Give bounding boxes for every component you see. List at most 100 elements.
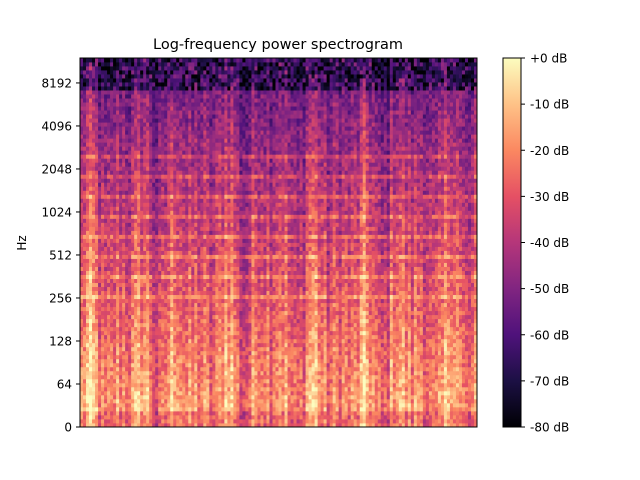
spectrogram-cell xyxy=(377,278,382,284)
spectrogram-cell xyxy=(398,390,403,396)
spectrogram-cell xyxy=(239,346,243,352)
spectrogram-cell xyxy=(338,406,343,412)
spectrogram-cell xyxy=(218,350,222,356)
spectrogram-cell xyxy=(206,290,210,296)
spectrogram-cell xyxy=(443,358,448,364)
spectrogram-cell xyxy=(341,414,346,420)
spectrogram-cell xyxy=(182,358,186,364)
spectrogram-cell xyxy=(314,370,318,376)
spectrogram-cell xyxy=(320,298,325,304)
spectrogram-cell xyxy=(326,290,331,296)
spectrogram-cell xyxy=(440,406,445,412)
spectrogram-cell xyxy=(287,334,291,340)
spectrogram-cell xyxy=(248,374,252,380)
spectrogram-cell xyxy=(398,418,403,424)
spectrogram-cell xyxy=(158,370,162,376)
spectrogram-cell xyxy=(311,326,315,332)
spectrogram-cell xyxy=(398,422,403,427)
spectrogram-cell xyxy=(392,366,397,372)
spectrogram-cell xyxy=(371,318,376,324)
spectrogram-cell xyxy=(410,306,415,312)
spectrogram-cell xyxy=(299,298,303,304)
spectrogram-cell xyxy=(215,398,219,404)
spectrogram-cell xyxy=(239,282,243,288)
spectrogram-cell xyxy=(230,402,234,408)
spectrogram-cell xyxy=(224,370,228,376)
spectrogram-cell xyxy=(473,346,477,352)
spectrogram-cell xyxy=(275,342,279,348)
spectrogram-cell xyxy=(347,326,352,332)
spectrogram-cell xyxy=(299,346,303,352)
spectrogram-cell xyxy=(230,398,234,404)
spectrogram-cell xyxy=(278,402,282,408)
spectrogram-cell xyxy=(347,322,352,328)
spectrogram-cell xyxy=(257,282,261,288)
spectrogram-cell xyxy=(362,302,367,308)
spectrogram-cell xyxy=(149,290,153,296)
spectrogram-cell xyxy=(284,410,288,416)
spectrogram-cell xyxy=(164,414,168,420)
spectrogram-cell xyxy=(263,382,267,388)
spectrogram-cell xyxy=(455,278,460,284)
spectrogram-cell xyxy=(368,378,373,384)
spectrogram-cell xyxy=(179,282,183,288)
spectrogram-cell xyxy=(305,386,309,392)
spectrogram-cell xyxy=(428,398,433,404)
spectrogram-cell xyxy=(161,410,165,416)
spectrogram-cell xyxy=(296,402,300,408)
spectrogram-cell xyxy=(266,330,270,336)
spectrogram-cell xyxy=(242,338,246,344)
spectrogram-cell xyxy=(473,362,477,368)
spectrogram-cell xyxy=(377,318,382,324)
spectrogram-cell xyxy=(203,386,207,392)
spectrogram-cell xyxy=(335,286,340,292)
spectrogram-cell xyxy=(170,318,174,324)
spectrogram-cell xyxy=(164,394,168,400)
spectrogram-cell xyxy=(380,322,385,328)
spectrogram-cell xyxy=(314,354,318,360)
spectrogram-cell xyxy=(416,362,421,368)
spectrogram-cell xyxy=(356,370,361,376)
spectrogram-cell xyxy=(443,366,448,372)
spectrogram-cell xyxy=(410,334,415,340)
spectrogram-cell xyxy=(395,378,400,384)
spectrogram-cell xyxy=(398,314,403,320)
spectrogram-cell xyxy=(98,398,102,404)
spectrogram-cell xyxy=(170,310,174,316)
spectrogram-cell xyxy=(425,318,430,324)
spectrogram-cell xyxy=(287,394,291,400)
spectrogram-cell xyxy=(299,318,303,324)
spectrogram-cell xyxy=(401,386,406,392)
spectrogram-cell xyxy=(104,318,108,324)
spectrogram-cell xyxy=(275,338,279,344)
spectrogram-cell xyxy=(143,298,147,304)
spectrogram-cell xyxy=(92,422,96,427)
spectrogram-cell xyxy=(422,402,427,408)
spectrogram-cell xyxy=(323,390,328,396)
spectrogram-cell xyxy=(446,402,451,408)
spectrogram-cell xyxy=(332,406,337,412)
spectrogram-cell xyxy=(128,374,132,380)
spectrogram-cell xyxy=(389,294,394,300)
spectrogram-cell xyxy=(311,374,315,380)
spectrogram-cell xyxy=(317,370,322,376)
spectrogram-cell xyxy=(452,378,457,384)
spectrogram-cell xyxy=(350,350,355,356)
spectrogram-cell xyxy=(314,386,318,392)
spectrogram-cell xyxy=(407,298,412,304)
spectrogram-cell xyxy=(455,378,460,384)
spectrogram-cell xyxy=(137,406,141,412)
spectrogram-cell xyxy=(200,406,204,412)
spectrogram-cell xyxy=(170,302,174,308)
spectrogram-cell xyxy=(224,326,228,332)
spectrogram-cell xyxy=(281,302,285,308)
spectrogram-cell xyxy=(401,406,406,412)
spectrogram-cell xyxy=(176,278,180,284)
spectrogram-cell xyxy=(104,402,108,408)
spectrogram-cell xyxy=(101,322,105,328)
spectrogram-cell xyxy=(134,358,138,364)
spectrogram-cell xyxy=(206,350,210,356)
spectrogram-cell xyxy=(161,302,165,308)
spectrogram-cell xyxy=(245,402,249,408)
spectrogram-cell xyxy=(116,322,120,328)
